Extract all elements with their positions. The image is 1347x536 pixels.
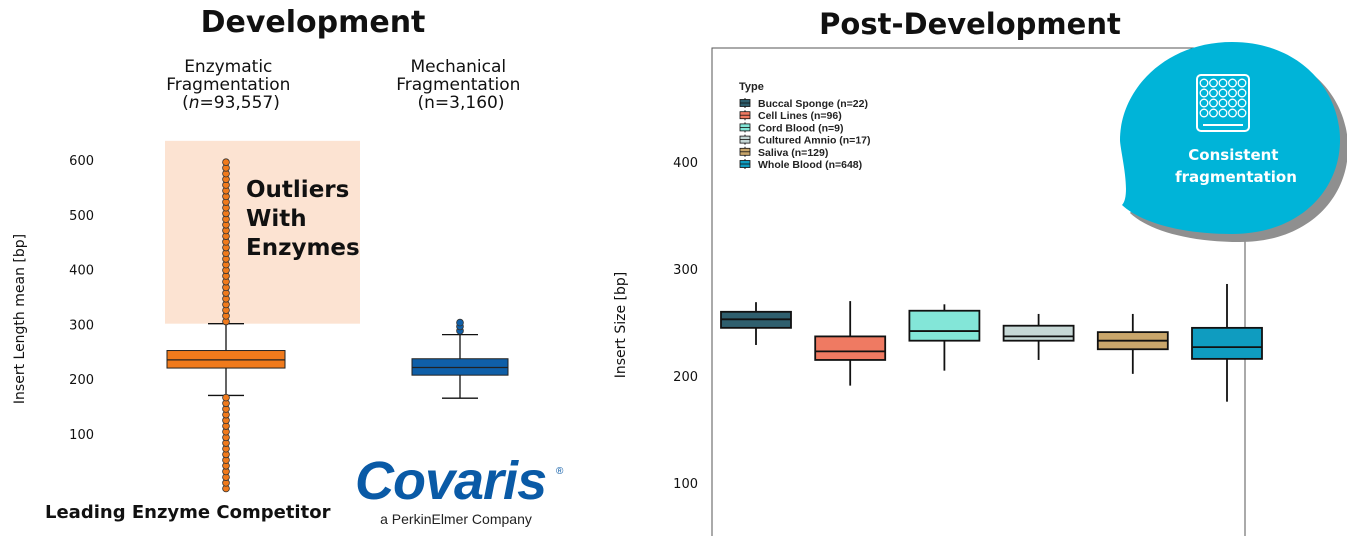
plate-well: [1228, 78, 1237, 88]
legend-title: Type: [739, 81, 764, 93]
left-y-tick-label: 500: [69, 209, 94, 224]
left-y-axis-label: Insert Length mean [bp]: [12, 234, 28, 404]
box-plot-enzymatic: [166, 158, 286, 493]
box-plot-item: [908, 304, 981, 371]
badge-shape: [1120, 42, 1340, 234]
plate-well: [1209, 108, 1218, 118]
right-y-axis-label: Insert Size [bp]: [613, 272, 629, 379]
legend-items: Buccal Sponge (n=22)Cell Lines (n=96)Cor…: [739, 98, 871, 171]
legend-label: Cord Blood (n=9): [758, 122, 843, 134]
mechanical-group-label: Mechanical Fragmentation (n=3,160): [396, 57, 526, 113]
box-plot-item: [1191, 283, 1263, 402]
legend-label: Whole Blood (n=648): [758, 159, 862, 171]
left-y-tick-label: 100: [69, 428, 94, 443]
plate-well: [1237, 78, 1247, 88]
legend-label: Cell Lines (n=96): [758, 110, 842, 122]
plate-well: [1218, 108, 1228, 118]
left-panel-title: Development: [201, 5, 426, 40]
annotation-line-2: With: [246, 206, 307, 232]
outlier-point: [222, 158, 230, 166]
plate-well: [1228, 108, 1237, 118]
plate-well: [1209, 78, 1218, 88]
legend-item: Saliva (n=129): [739, 146, 828, 159]
plate-well: [1199, 108, 1209, 118]
plate-well: [1228, 98, 1237, 108]
registered-mark: ®: [556, 466, 564, 477]
right-panel: Post-Development Insert Size [bp] 100 200…: [613, 7, 1347, 536]
iqr-box: [1191, 326, 1263, 360]
badge-line-1: Consistent: [1188, 146, 1278, 164]
covaris-logo: Covaris ® a PerkinElmer Company: [355, 451, 564, 527]
outlier-highlight-region: [165, 140, 360, 324]
enzymatic-n-value: 93,557: [214, 93, 273, 113]
left-box-plots: [166, 158, 509, 493]
annotation-line-1: Outliers: [246, 177, 349, 203]
plate-well: [1218, 78, 1228, 88]
outliers-annotation: Outliers With Enzymes: [246, 177, 360, 261]
enzymatic-label-line-3: (n=93,557): [182, 93, 280, 113]
plate-well: [1218, 88, 1228, 98]
plate-outline: [1196, 74, 1250, 132]
legend-label: Saliva (n=129): [758, 147, 828, 159]
right-y-tick-label: 300: [673, 263, 698, 278]
mechanical-label-line-2: Fragmentation: [396, 75, 520, 95]
legend-label: Cultured Amnio (n=17): [758, 135, 871, 147]
left-y-tick-label: 200: [69, 373, 94, 388]
right-y-tick-label: 400: [673, 156, 698, 171]
left-panel-footer: Leading Enzyme Competitor: [45, 502, 331, 523]
right-y-tick-label: 100: [673, 477, 698, 492]
plate-well: [1218, 98, 1228, 108]
left-y-ticks: 100 200 300 400 500 600: [69, 154, 94, 443]
plate-well: [1228, 88, 1237, 98]
outlier-point: [456, 318, 464, 327]
box-plot-item: [814, 301, 887, 386]
box-plot-item: [1002, 313, 1075, 360]
legend-item: Cultured Amnio (n=17): [739, 134, 871, 147]
annotation-line-3: Enzymes: [246, 235, 360, 261]
enzymatic-label-line-2: Fragmentation: [166, 75, 290, 95]
right-y-ticks: 100 200 300 400: [673, 156, 698, 492]
plate-well: [1199, 98, 1209, 108]
plate-well: [1237, 108, 1247, 118]
legend-label: Buccal Sponge (n=22): [758, 98, 868, 110]
left-panel: Development Outliers With Enzymes Enzyma…: [12, 5, 564, 527]
left-y-tick-label: 400: [69, 264, 94, 279]
iqr-box: [1002, 324, 1075, 342]
enzymatic-label-line-1: Enzymatic: [184, 57, 272, 77]
iqr-box: [908, 309, 981, 342]
legend-item: Cell Lines (n=96): [739, 110, 842, 122]
left-y-tick-label: 300: [69, 318, 94, 333]
legend-item: Cord Blood (n=9): [739, 122, 843, 134]
plate-well: [1199, 78, 1209, 88]
covaris-tagline: a PerkinElmer Company: [380, 511, 532, 527]
legend: Type Buccal Sponge (n=22)Cell Lines (n=9…: [739, 81, 871, 171]
right-panel-title: Post-Development: [819, 7, 1121, 41]
box-plot-item: [720, 302, 792, 345]
iqr-box: [814, 335, 887, 361]
box-plot-mechanical: [411, 318, 509, 399]
right-box-plots: [720, 283, 1263, 402]
mechanical-label-line-1: Mechanical: [410, 57, 506, 77]
enzymatic-group-label: Enzymatic Fragmentation (n=93,557): [166, 57, 296, 113]
right-y-tick-label: 200: [673, 370, 698, 385]
left-y-tick-label: 600: [69, 154, 94, 169]
mechanical-label-line-3: (n=3,160): [418, 93, 505, 113]
plate-well: [1237, 98, 1247, 108]
plate-well: [1209, 88, 1218, 98]
badge-line-2: fragmentation: [1175, 168, 1297, 186]
legend-item: Buccal Sponge (n=22): [739, 98, 868, 110]
well-plate-icon: [1196, 74, 1250, 132]
consistent-fragmentation-badge: Consistent fragmentation: [1120, 42, 1347, 242]
plate-well: [1209, 98, 1218, 108]
plate-well: [1237, 88, 1247, 98]
box-plot-item: [1096, 313, 1169, 374]
outlier-point: [222, 393, 230, 402]
covaris-wordmark: Covaris: [355, 451, 546, 511]
badge-text: Consistent fragmentation: [1175, 146, 1297, 186]
plate-well: [1199, 88, 1209, 98]
legend-item: Whole Blood (n=648): [739, 159, 862, 171]
